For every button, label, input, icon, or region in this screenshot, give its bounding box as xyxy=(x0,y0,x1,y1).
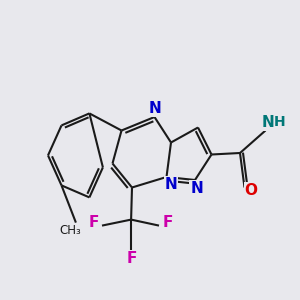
Text: N: N xyxy=(165,177,177,192)
Text: O: O xyxy=(244,183,258,198)
Text: CH₃: CH₃ xyxy=(59,224,81,237)
Text: H: H xyxy=(274,115,286,129)
Text: N: N xyxy=(148,101,161,116)
Text: F: F xyxy=(162,215,172,230)
Text: N: N xyxy=(190,181,203,196)
Text: F: F xyxy=(127,251,137,266)
Text: F: F xyxy=(88,215,99,230)
Text: N: N xyxy=(262,115,274,130)
